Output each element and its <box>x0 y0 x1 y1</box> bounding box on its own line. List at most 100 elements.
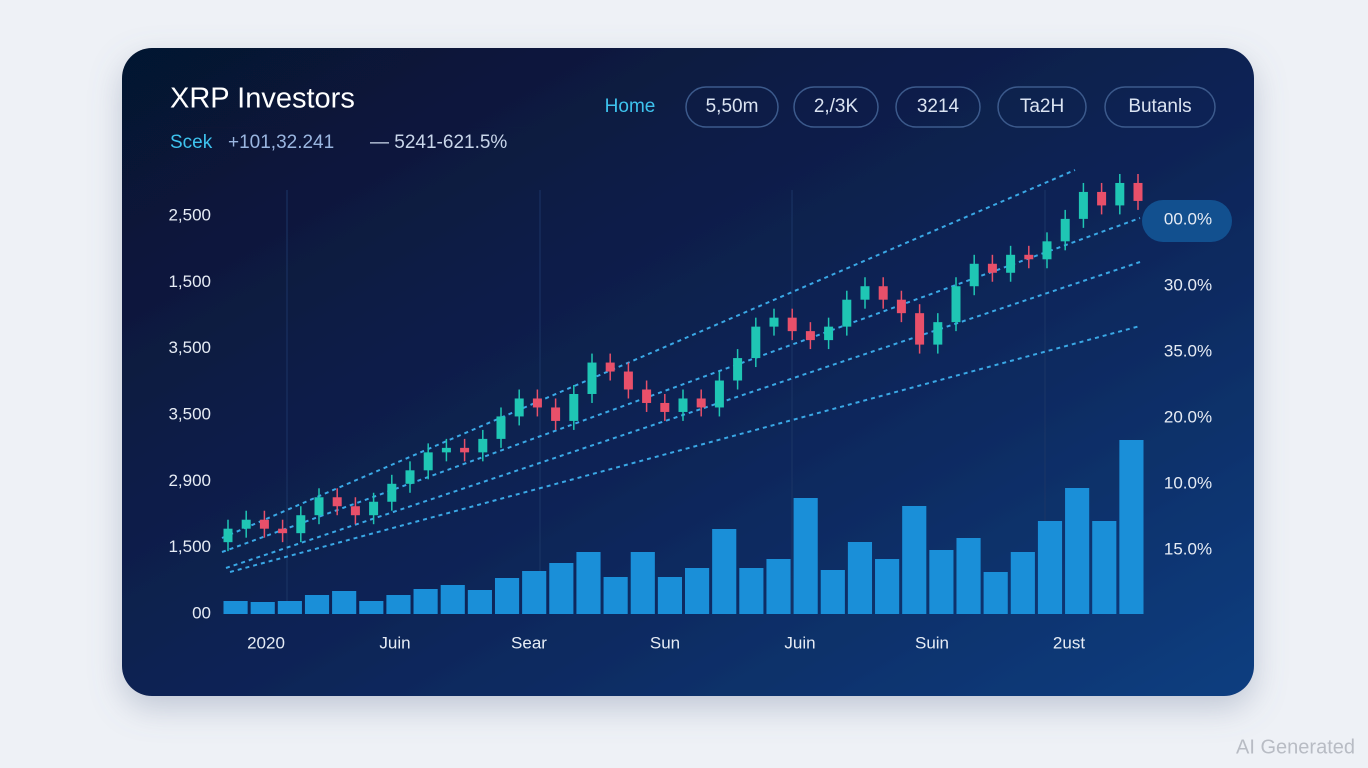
x-label: Juin <box>784 633 815 652</box>
candle-body <box>842 299 852 327</box>
nav-button[interactable] <box>895 86 981 128</box>
candle-body <box>733 358 743 381</box>
volume-bar <box>929 550 954 614</box>
candle-body <box>896 299 906 314</box>
candle-body <box>496 416 506 439</box>
candle-body <box>1078 191 1088 219</box>
volume-bar <box>250 602 275 614</box>
candle-body <box>1097 191 1107 206</box>
volume-bar <box>712 529 737 614</box>
nav-home[interactable]: Home <box>605 96 656 117</box>
watermark: AI Generated <box>1236 736 1355 758</box>
candle-body <box>350 506 360 516</box>
volume-bar <box>386 595 411 614</box>
y-label: 1,500 <box>168 272 211 291</box>
candle-body <box>223 528 233 543</box>
volume-bar <box>630 552 655 614</box>
card <box>122 48 1254 696</box>
candle-body <box>460 447 470 453</box>
candle-body <box>296 515 306 534</box>
volume-bar <box>766 559 791 614</box>
volume-bar <box>549 563 574 614</box>
x-label: Sear <box>511 633 547 652</box>
candle-body <box>569 393 579 421</box>
candle-body <box>405 470 415 484</box>
volume-bar <box>847 542 873 614</box>
title: XRP Investors <box>170 83 355 115</box>
volume-bar <box>1065 488 1090 614</box>
candle-body <box>278 528 288 534</box>
candle-body <box>678 398 688 412</box>
candle-body <box>824 326 834 341</box>
candle-body <box>532 398 542 408</box>
x-label: 2ust <box>1053 633 1085 652</box>
volume-bar <box>793 498 818 614</box>
candle-body <box>441 447 451 453</box>
x-label: Suin <box>915 633 949 652</box>
y2-label: 30.0% <box>1164 275 1212 294</box>
y-label: 2,500 <box>168 205 211 224</box>
volume-bar <box>956 538 981 614</box>
candle-body <box>423 452 433 471</box>
nav-label[interactable]: 5,50m <box>706 96 759 117</box>
change: — 5241-621.5% <box>370 132 507 153</box>
candle-body <box>387 483 397 502</box>
candle-body <box>787 317 797 332</box>
x-label: 2020 <box>247 633 285 652</box>
volume-bar <box>1010 552 1035 614</box>
nav-button[interactable] <box>997 86 1087 128</box>
candle-body <box>241 519 251 529</box>
candle-body <box>915 313 925 345</box>
volume-bar <box>1119 440 1144 614</box>
candle-body <box>478 438 488 453</box>
y-label: 1,500 <box>168 537 211 556</box>
x-label: Juin <box>379 633 410 652</box>
volume-bar <box>332 591 357 614</box>
candle-body <box>551 407 561 421</box>
candle-body <box>660 402 670 412</box>
volume-bar <box>359 601 384 614</box>
volume-bar <box>983 572 1008 614</box>
volume-bar <box>304 595 330 614</box>
candle-body <box>259 519 269 529</box>
nav-label[interactable]: 3214 <box>917 96 960 117</box>
candle-body <box>1006 254 1016 273</box>
volume-bar <box>467 590 492 614</box>
volume-bar <box>223 601 248 614</box>
volume-bar <box>440 585 465 614</box>
candle-body <box>714 380 724 408</box>
candle-body <box>623 371 633 390</box>
volume-bar <box>902 506 927 614</box>
y2-label: 00.0% <box>1164 209 1212 228</box>
volume-bar <box>277 601 302 614</box>
nav-button[interactable] <box>793 86 879 128</box>
plot: 2,500 1,500 3,500 3,500 2,900 1,500 00 00.0% 30.… <box>168 173 1212 652</box>
candle-body <box>987 263 997 273</box>
y-label: 3,500 <box>168 338 211 357</box>
volume-bar <box>576 552 601 614</box>
candle-body <box>933 322 943 345</box>
candle-body <box>951 286 961 323</box>
nav-label[interactable]: Ta2H <box>1020 96 1064 117</box>
highlight-pill <box>1142 200 1232 242</box>
volume-bar <box>1037 521 1063 614</box>
volume-bar <box>685 568 710 614</box>
nav-button[interactable] <box>1104 86 1216 128</box>
candle-body <box>514 398 524 417</box>
volume-bar <box>494 578 520 614</box>
candle-body <box>878 286 888 300</box>
candle-body <box>805 331 815 341</box>
candle-body <box>587 362 597 394</box>
volume-bar <box>657 577 682 614</box>
y2-label: 15.0% <box>1164 539 1212 558</box>
nav-label[interactable]: 2,/3K <box>814 96 859 117</box>
ticker: Scek <box>170 132 213 153</box>
candle-body <box>1115 182 1125 206</box>
nav-button[interactable] <box>685 86 779 128</box>
candle-body <box>696 398 706 408</box>
price: +101,32.241 <box>228 132 334 153</box>
candle-body <box>605 362 615 372</box>
nav-label[interactable]: Butanls <box>1128 96 1191 117</box>
